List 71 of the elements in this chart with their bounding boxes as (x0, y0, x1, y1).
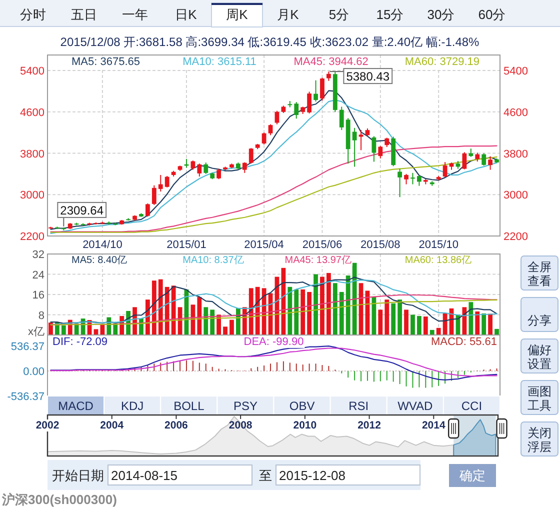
label: 5分 (328, 7, 350, 22)
x-tick-label: 2015/10 (418, 239, 458, 251)
y-tick-label: 5400 (20, 66, 44, 78)
annotation: 2309.64 (60, 203, 104, 218)
label: 15分 (376, 7, 404, 22)
button: 全屏查看 (520, 256, 558, 290)
label: 日K (175, 7, 197, 22)
input: 2015-12-08 (276, 464, 420, 486)
x-tick-label: 2004 (100, 420, 124, 432)
tab: KDJ (104, 396, 162, 416)
x-tick-label: 2014/10 (82, 239, 122, 251)
tab: MACD (47, 396, 105, 416)
x-tick-label: 2002 (36, 420, 60, 432)
annotation: 5380.43 (346, 70, 390, 84)
x-tick-label: 2012 (358, 420, 382, 432)
y-tick-label: 32 (32, 249, 44, 261)
button: 关闭浮层 (520, 422, 558, 456)
x-tick-label: 2006 (164, 420, 188, 432)
note: 5380.43 (329, 68, 393, 84)
text: 沪深300(sh000300) (1, 492, 117, 507)
x-tick-label: 2014 (422, 420, 446, 432)
y-tick-label: 24 (32, 269, 44, 282)
tab: PSY (216, 396, 274, 416)
legend: MA5: 8.40亿 MA10: 8.37亿 MA45: 13.97亿 MA60: 13.86亿 (70, 255, 473, 266)
y2-tick-label: 3800 (504, 148, 528, 160)
button: 画图工具 (520, 380, 558, 415)
label: 月K (277, 7, 299, 22)
series-label: MACD: 55.61 (430, 336, 497, 348)
y-tick-label: 536.37 (10, 341, 44, 354)
y2-tick-label: 3000 (504, 190, 528, 202)
y-axis-title: x亿 (28, 326, 44, 338)
chart-subtitle: 2015/12/08 开:3681.58 高:3699.34 低:3619.45 收:3623.02 量:2.40亿 幅:-1.48% (60, 35, 480, 49)
label: 30分 (427, 7, 455, 22)
series-label: DIF: -72.09 (52, 336, 108, 348)
x-tick-label: 2010 (293, 420, 317, 432)
y2-tick-label: 4600 (504, 106, 528, 119)
y-tick-label: 8 (38, 310, 44, 322)
tab: BOLL (160, 396, 218, 416)
y-tick-label: 3800 (20, 148, 44, 160)
y-tick-label: 4600 (20, 106, 44, 119)
button: 确定 (449, 464, 496, 487)
label: 一年 (122, 7, 148, 22)
tab: OBV (273, 396, 331, 416)
x-tick-label: 2008 (228, 420, 252, 432)
x-tick-label: 2015/04 (244, 239, 284, 251)
tab: WVAD (386, 396, 444, 416)
y-tick-label: 3000 (20, 190, 44, 202)
y-tick-label: 16 (32, 290, 44, 302)
legend: MA5: 3675.65 MA10: 3615.11 MA45: 3944.62 MA60: 3729.19 (70, 56, 480, 68)
input: 2014-08-15 (108, 464, 252, 486)
label: 分时 (20, 7, 46, 22)
x-tick-label: 2015/06 (302, 239, 342, 251)
label: 开始日期 (52, 468, 104, 483)
label: 五日 (71, 7, 97, 22)
y-tick-label: 2200 (20, 231, 44, 243)
y-tick-label: 0.00 (23, 366, 44, 378)
tab: CCI (442, 396, 500, 416)
button: 偏好设置 (520, 338, 558, 374)
x-tick-label: 2015/01 (166, 239, 206, 251)
label: 周K (226, 7, 248, 22)
x-tick-label: 2015/08 (360, 239, 400, 251)
label: 至 (259, 468, 272, 483)
y2-tick-label: 5400 (504, 66, 528, 78)
y-tick-label: -536.37 (7, 391, 44, 403)
button: 分享 (520, 297, 558, 332)
y2-tick-label: 2200 (504, 231, 528, 243)
tab: RSI (330, 396, 388, 416)
series-label: DEA: -99.90 (244, 336, 304, 348)
note: 2309.64 (57, 202, 107, 227)
label: 60分 (478, 7, 506, 22)
legend: DIF: -72.09 DEA: -99.90 MACD: 55.61 (52, 336, 498, 348)
